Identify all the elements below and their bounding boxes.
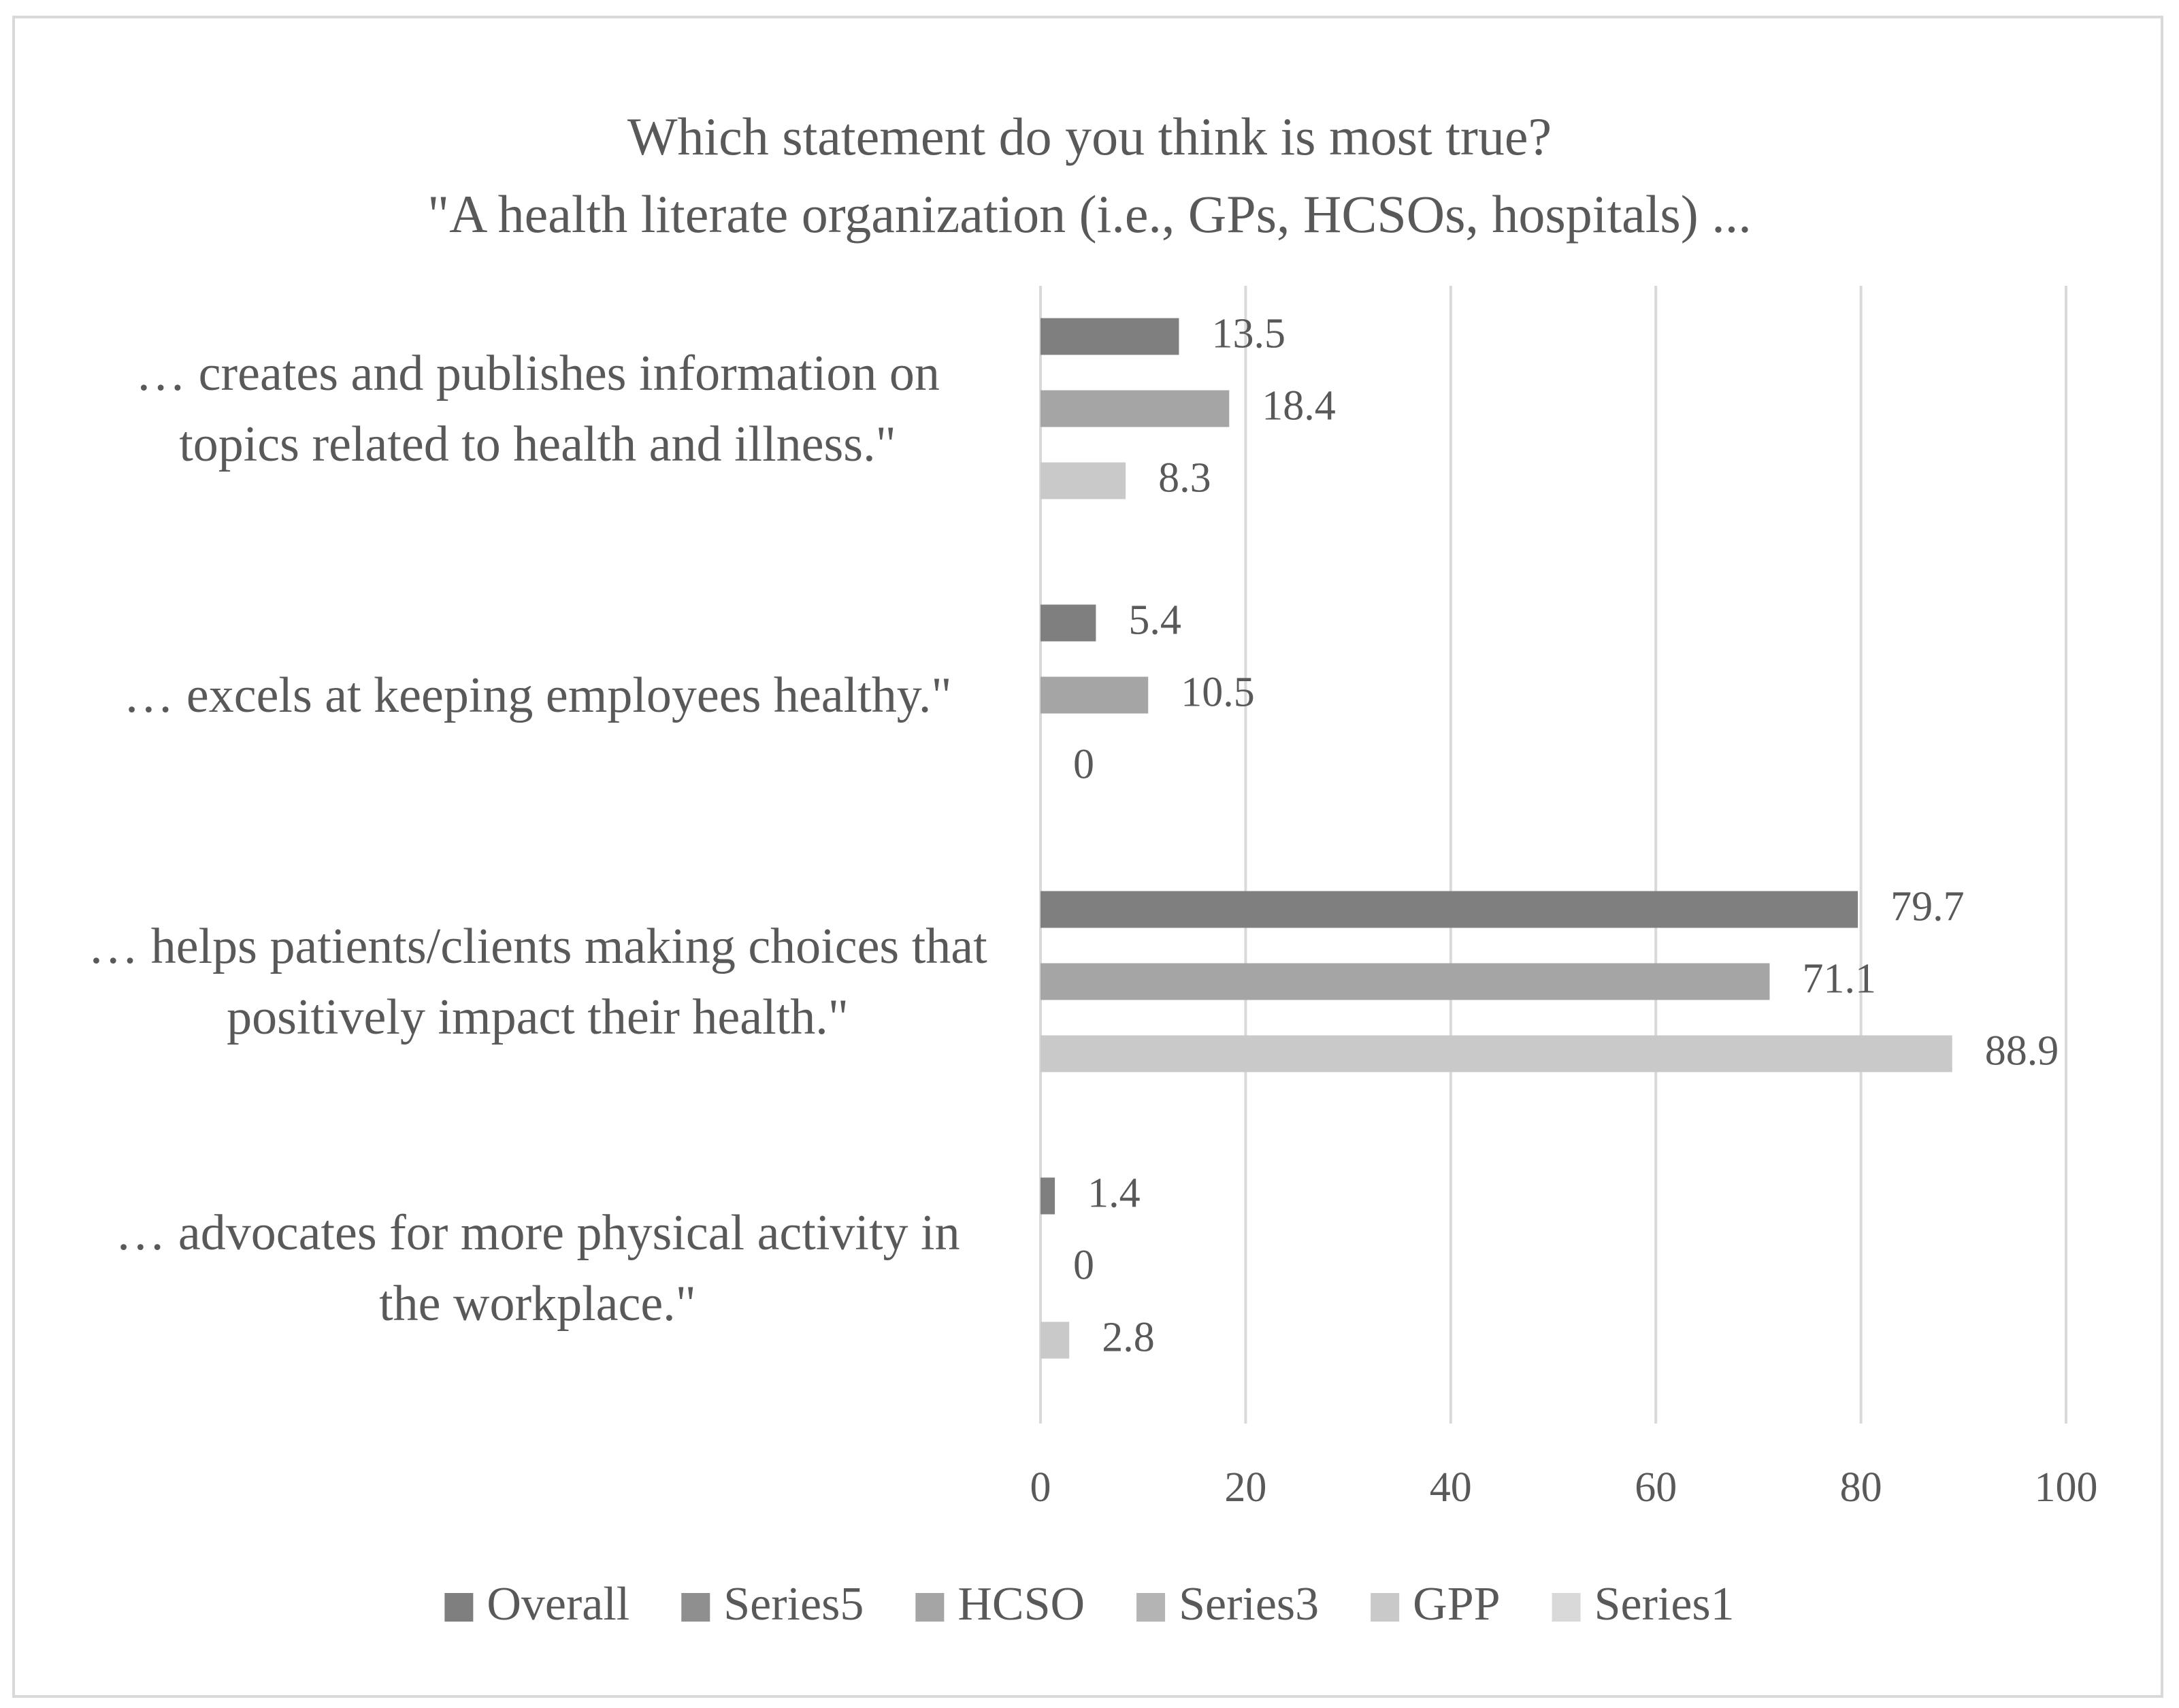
y-tick-label: … excels at keeping employees healthy." <box>123 667 952 723</box>
value-label: 8.3 <box>1158 455 1211 502</box>
legend-swatch <box>1552 1593 1581 1622</box>
legend-label: GPP <box>1413 1578 1500 1630</box>
bar <box>1041 891 1858 928</box>
legend-label: HCSO <box>957 1578 1085 1630</box>
value-label: 0 <box>1073 1243 1094 1289</box>
bar <box>1041 1035 1952 1072</box>
x-tick-label: 80 <box>1840 1464 1882 1511</box>
bar <box>1041 462 1126 499</box>
value-label: 0 <box>1073 742 1094 788</box>
legend-label: Overall <box>487 1578 629 1630</box>
legend-swatch <box>915 1593 945 1622</box>
bar <box>1041 1177 1055 1215</box>
legend-label: Series3 <box>1179 1578 1319 1630</box>
x-tick-label: 0 <box>1030 1464 1051 1511</box>
value-label: 1.4 <box>1087 1170 1141 1217</box>
x-tick-label: 60 <box>1635 1464 1677 1511</box>
bar <box>1041 676 1149 714</box>
y-tick-label: … helps patients/clients making choices … <box>88 918 987 1045</box>
bar <box>1041 1321 1070 1359</box>
chart-subtitle: "A health literate organization (i.e., G… <box>427 184 1751 244</box>
x-tick-label: 40 <box>1430 1464 1472 1511</box>
legend-swatch <box>681 1593 710 1622</box>
legend-swatch <box>444 1593 474 1622</box>
bar <box>1041 390 1230 427</box>
value-label: 88.9 <box>1985 1028 2059 1074</box>
x-tick-label: 100 <box>2035 1464 2098 1511</box>
legend-swatch <box>1136 1593 1166 1622</box>
chart-border <box>12 16 2163 1698</box>
x-tick-label: 20 <box>1224 1464 1266 1511</box>
legend-swatch <box>1371 1593 1400 1622</box>
chart-title: Which statement do you think is most tru… <box>627 107 1552 166</box>
y-tick-label: … advocates for more physical activity i… <box>115 1204 960 1332</box>
bar <box>1041 318 1179 355</box>
y-tick-label: … creates and publishes information on t… <box>135 345 940 472</box>
value-label: 18.4 <box>1262 383 1336 429</box>
value-label: 5.4 <box>1128 597 1181 644</box>
value-label: 2.8 <box>1102 1315 1155 1361</box>
value-label: 71.1 <box>1802 956 1876 1002</box>
legend-label: Series1 <box>1594 1578 1735 1630</box>
value-label: 79.7 <box>1890 884 1965 930</box>
value-label: 13.5 <box>1211 311 1285 357</box>
value-label: 10.5 <box>1181 670 1255 716</box>
bar <box>1041 604 1096 642</box>
bar <box>1041 963 1770 1000</box>
legend-label: Series5 <box>723 1578 864 1630</box>
